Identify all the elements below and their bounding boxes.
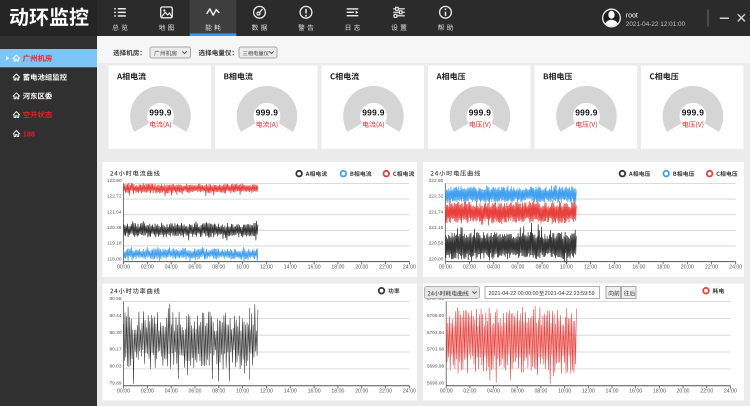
svg-text:120.36: 120.36 — [107, 225, 122, 231]
svg-text:00:00: 00:00 — [440, 389, 453, 395]
svg-text:80.03: 80.03 — [109, 364, 121, 370]
svg-text:06:00: 06:00 — [188, 264, 201, 270]
svg-text:04:00: 04:00 — [487, 264, 500, 270]
svg-text:02:00: 02:00 — [463, 264, 476, 270]
svg-text:5707.90: 5707.90 — [427, 296, 445, 302]
svg-text:80.44: 80.44 — [109, 313, 121, 319]
svg-text:16:00: 16:00 — [629, 389, 642, 395]
svg-text:22:00: 22:00 — [379, 389, 392, 395]
svg-text:24:00: 24:00 — [403, 264, 416, 270]
svg-text:999.9: 999.9 — [149, 108, 172, 118]
svg-text:00:00: 00:00 — [117, 389, 130, 395]
svg-text:12:00: 12:00 — [260, 264, 273, 270]
svg-text:999.9: 999.9 — [469, 108, 492, 118]
svg-text:123.90: 123.90 — [107, 178, 122, 184]
svg-text:222.90: 222.90 — [429, 178, 444, 184]
svg-text:04:00: 04:00 — [165, 389, 178, 395]
svg-text:20:00: 20:00 — [355, 389, 368, 395]
svg-text:14:00: 14:00 — [284, 389, 297, 395]
svg-text:5705.92: 5705.92 — [427, 313, 445, 319]
svg-text:80.17: 80.17 — [109, 347, 121, 353]
svg-text:06:00: 06:00 — [511, 264, 524, 270]
svg-text:80.30: 80.30 — [109, 330, 121, 336]
svg-text:220.58: 220.58 — [429, 241, 444, 247]
svg-text:10:00: 10:00 — [236, 389, 249, 395]
svg-text:999.9: 999.9 — [682, 108, 705, 118]
svg-text:12:00: 12:00 — [582, 389, 595, 395]
svg-text:08:00: 08:00 — [536, 264, 549, 270]
svg-text:04:00: 04:00 — [487, 389, 500, 395]
svg-text:122.72: 122.72 — [107, 194, 122, 200]
svg-text:24:00: 24:00 — [403, 389, 416, 395]
svg-text:18:00: 18:00 — [657, 264, 670, 270]
svg-text:79.89: 79.89 — [109, 380, 121, 386]
svg-text:2021-04-22 12:01:00: 2021-04-22 12:01:00 — [626, 21, 686, 28]
svg-text:118.00: 118.00 — [107, 256, 122, 262]
svg-text:16:00: 16:00 — [308, 389, 321, 395]
svg-text:06:00: 06:00 — [188, 389, 201, 395]
svg-text:16:00: 16:00 — [632, 264, 645, 270]
svg-text:06:00: 06:00 — [511, 389, 524, 395]
svg-text:00:00: 00:00 — [117, 264, 130, 270]
svg-text:10:00: 10:00 — [558, 389, 571, 395]
svg-text:220.00: 220.00 — [429, 256, 444, 262]
svg-text:999.9: 999.9 — [575, 108, 598, 118]
svg-text:222.32: 222.32 — [429, 194, 444, 200]
svg-text:2021-04-22 00:00:00: 2021-04-22 00:00:00 — [489, 291, 539, 297]
svg-text:22:00: 22:00 — [705, 264, 718, 270]
svg-text:18:00: 18:00 — [331, 389, 344, 395]
svg-text:188: 188 — [23, 129, 35, 138]
svg-text:999.9: 999.9 — [256, 108, 279, 118]
svg-text:10:00: 10:00 — [236, 264, 249, 270]
svg-text:121.54: 121.54 — [107, 209, 122, 215]
svg-text:18:00: 18:00 — [653, 389, 666, 395]
svg-text:16:00: 16:00 — [308, 264, 321, 270]
svg-text:221.74: 221.74 — [429, 209, 444, 215]
svg-text:5703.94: 5703.94 — [427, 330, 445, 336]
svg-text:24:00: 24:00 — [729, 264, 742, 270]
svg-text:04:00: 04:00 — [165, 264, 178, 270]
svg-text:12:00: 12:00 — [260, 389, 273, 395]
svg-text:08:00: 08:00 — [212, 389, 225, 395]
svg-text:20:00: 20:00 — [677, 389, 690, 395]
svg-text:00:00: 00:00 — [439, 264, 452, 270]
svg-text:18:00: 18:00 — [331, 264, 344, 270]
svg-text:12:00: 12:00 — [584, 264, 597, 270]
svg-text:02:00: 02:00 — [141, 389, 154, 395]
svg-text:22:00: 22:00 — [700, 389, 713, 395]
svg-text:20:00: 20:00 — [355, 264, 368, 270]
svg-text:80.58: 80.58 — [109, 296, 121, 302]
svg-text:root: root — [626, 13, 638, 20]
svg-text:08:00: 08:00 — [534, 389, 547, 395]
svg-text:14:00: 14:00 — [608, 264, 621, 270]
svg-text:02:00: 02:00 — [463, 389, 476, 395]
svg-text:02:00: 02:00 — [141, 264, 154, 270]
svg-text:14:00: 14:00 — [605, 389, 618, 395]
svg-text:24:00: 24:00 — [724, 389, 737, 395]
svg-text:999.9: 999.9 — [362, 108, 385, 118]
svg-text:14:00: 14:00 — [284, 264, 297, 270]
svg-text:5699.98: 5699.98 — [427, 364, 445, 370]
svg-text:119.18: 119.18 — [107, 241, 122, 247]
svg-text:5701.96: 5701.96 — [427, 347, 445, 353]
svg-text:2021-04-22 23:59:59: 2021-04-22 23:59:59 — [545, 291, 595, 297]
svg-text:08:00: 08:00 — [212, 264, 225, 270]
svg-text:5698.00: 5698.00 — [427, 380, 445, 386]
svg-text:22:00: 22:00 — [379, 264, 392, 270]
svg-text:221.16: 221.16 — [429, 225, 444, 231]
svg-text:10:00: 10:00 — [560, 264, 573, 270]
svg-text:20:00: 20:00 — [681, 264, 694, 270]
